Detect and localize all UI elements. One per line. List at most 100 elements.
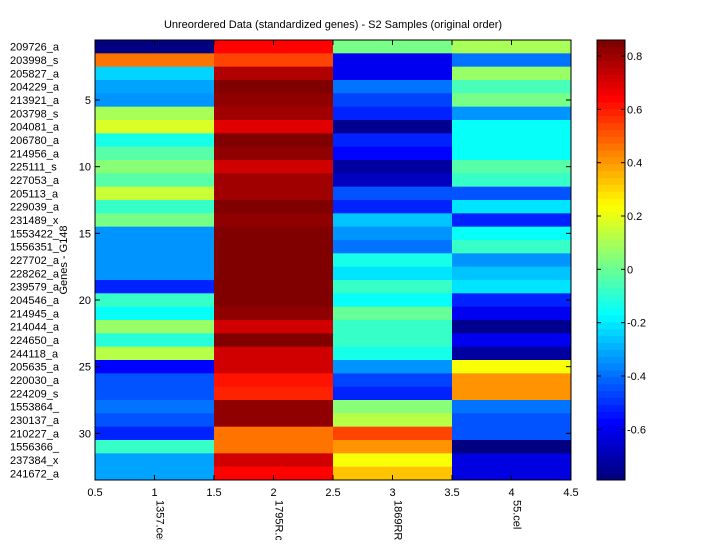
colorbar-tick-label: 0.6 bbox=[627, 104, 642, 116]
heatmap-cell bbox=[214, 106, 334, 121]
heatmap-cell bbox=[214, 386, 334, 401]
x-tick-label: 3.5 bbox=[444, 487, 459, 499]
colorbar-segment bbox=[597, 95, 625, 103]
colorbar-segment bbox=[597, 321, 625, 330]
colorbar-segment bbox=[597, 156, 625, 165]
heatmap-cell bbox=[333, 160, 453, 174]
colorbar-segment bbox=[597, 218, 625, 227]
colorbar-segment bbox=[597, 445, 625, 453]
y-category-label: 210227_a bbox=[10, 428, 60, 440]
colorbar-tick-label: -0.4 bbox=[627, 371, 646, 383]
x-tick-label: 2.5 bbox=[325, 487, 340, 499]
y-category-label: 229039_a bbox=[10, 202, 60, 214]
colorbar-tick-label: 0.8 bbox=[627, 51, 642, 63]
heatmap-cell bbox=[214, 413, 334, 428]
heatmap-cell bbox=[214, 213, 334, 228]
heatmap-cell bbox=[452, 240, 572, 254]
heatmap-cell bbox=[452, 133, 572, 148]
heatmap-cell bbox=[333, 466, 453, 481]
y-tick-label: 15 bbox=[79, 228, 91, 240]
heatmap-cell bbox=[452, 333, 572, 348]
colorbar-segment bbox=[597, 349, 625, 357]
heatmap-cell bbox=[214, 346, 334, 361]
y-category-label: 204546_a bbox=[10, 295, 60, 307]
heatmap-cell bbox=[214, 80, 334, 94]
heatmap-cell bbox=[95, 360, 215, 374]
heatmap-cell bbox=[95, 453, 215, 468]
heatmap-cell bbox=[95, 133, 215, 148]
heatmap-cell bbox=[333, 226, 453, 241]
x-tick-label: 4.5 bbox=[563, 487, 578, 499]
heatmap-cell bbox=[95, 213, 215, 228]
y-category-label: 228262_a bbox=[10, 268, 60, 280]
heatmap-cell bbox=[452, 400, 572, 414]
heatmap-cell bbox=[214, 133, 334, 148]
heatmap-cell bbox=[333, 146, 453, 161]
colorbar-segment bbox=[597, 466, 625, 474]
colorbar-segment bbox=[597, 459, 625, 467]
colorbar-segment bbox=[597, 301, 625, 309]
heatmap-cell bbox=[333, 266, 453, 281]
y-category-label: 214956_a bbox=[10, 148, 60, 160]
heatmap-cell bbox=[333, 173, 453, 188]
colorbar-segment bbox=[597, 150, 625, 158]
heatmap-cell bbox=[214, 426, 334, 441]
heatmap-cell bbox=[452, 360, 572, 374]
y-tick-label: 5 bbox=[85, 95, 91, 107]
colorbar-segment bbox=[597, 315, 625, 323]
colorbar-segment bbox=[597, 136, 625, 144]
colorbar-segment bbox=[597, 266, 625, 275]
heatmap-cell bbox=[95, 293, 215, 308]
heatmap-cell bbox=[214, 240, 334, 254]
colorbar-segment bbox=[597, 425, 625, 433]
y-category-label: 204229_a bbox=[10, 82, 60, 94]
colorbar-segment bbox=[597, 308, 625, 316]
heatmap-cell bbox=[452, 320, 572, 334]
heatmap-cell bbox=[333, 240, 453, 254]
heatmap-cell bbox=[452, 306, 572, 321]
heatmap-cell bbox=[95, 253, 215, 268]
heatmap-cell bbox=[452, 213, 572, 228]
heatmap-cell bbox=[333, 320, 453, 334]
colorbar-segment bbox=[597, 74, 625, 82]
colorbar-segment bbox=[597, 198, 625, 206]
heatmap-cell bbox=[333, 133, 453, 148]
heatmap-cell bbox=[95, 320, 215, 334]
colorbar-tick-label: 0.4 bbox=[627, 158, 642, 170]
colorbar-segment bbox=[597, 60, 625, 68]
heatmap-cell bbox=[214, 53, 334, 68]
heatmap-cell bbox=[214, 453, 334, 468]
colorbar-segment bbox=[597, 383, 625, 392]
heatmap-cell bbox=[95, 106, 215, 121]
heatmap-cell bbox=[214, 146, 334, 161]
heatmap-cell bbox=[95, 373, 215, 388]
heatmap-cell bbox=[95, 200, 215, 214]
x-category-label: 1795R.c bbox=[273, 500, 285, 540]
heatmap-cell bbox=[333, 213, 453, 228]
colorbar-segment bbox=[597, 225, 625, 233]
heatmap-cell bbox=[333, 66, 453, 81]
colorbar-segment bbox=[597, 101, 625, 110]
colorbar-segment bbox=[597, 253, 625, 261]
colorbar: -0.6 -0.4 -0.2 0 0.2 0.4 0.6 0.8 bbox=[596, 39, 646, 481]
colorbar-segment bbox=[597, 170, 625, 178]
heatmap-cell bbox=[333, 400, 453, 414]
colorbar-segment bbox=[597, 356, 625, 364]
heatmap-cell bbox=[214, 120, 334, 134]
heatmap-cell bbox=[333, 186, 453, 201]
heatmap-cell bbox=[214, 160, 334, 174]
chart-title: Unreordered Data (standardized genes) - … bbox=[164, 19, 502, 31]
heatmap-cell bbox=[333, 453, 453, 468]
heatmap-cell bbox=[452, 466, 572, 481]
heatmap-cell bbox=[452, 426, 572, 441]
heatmap-cell bbox=[95, 120, 215, 134]
heatmap-cell bbox=[214, 200, 334, 214]
heatmap-cell bbox=[333, 346, 453, 361]
y-category-label: 1553422_ bbox=[10, 228, 60, 240]
heatmap-cell bbox=[452, 40, 572, 54]
heatmap-cell bbox=[95, 346, 215, 361]
heatmap-cell bbox=[452, 266, 572, 281]
colorbar-segment bbox=[597, 287, 625, 295]
colorbar-segment bbox=[597, 239, 625, 247]
y-category-label: 224209_s bbox=[10, 388, 59, 400]
